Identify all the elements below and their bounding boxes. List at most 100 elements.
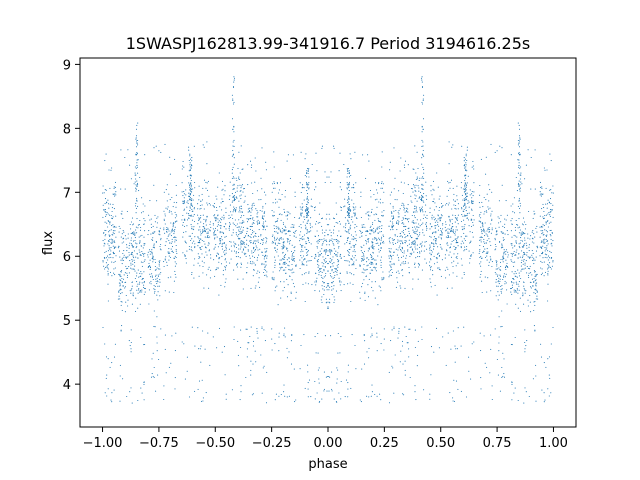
data-point (479, 332, 481, 334)
data-point (235, 252, 237, 254)
data-point (466, 217, 468, 219)
data-point (498, 316, 500, 318)
data-point (348, 181, 351, 183)
data-point (454, 248, 457, 250)
data-point (168, 248, 170, 250)
data-point (317, 222, 319, 224)
data-point (347, 251, 349, 253)
data-point (139, 291, 141, 293)
data-point (425, 226, 428, 228)
data-point (143, 293, 145, 295)
data-point (275, 231, 277, 233)
data-point (516, 224, 518, 226)
data-point (200, 214, 202, 217)
data-point (472, 236, 474, 238)
data-point (491, 229, 493, 231)
data-point (417, 262, 419, 264)
chart-title: 1SWASPJ162813.99-341916.7 Period 3194616… (126, 34, 531, 53)
data-point (333, 285, 335, 287)
data-point (345, 260, 347, 262)
data-point (329, 275, 332, 277)
data-point (216, 236, 218, 238)
data-point (463, 238, 465, 240)
data-point (221, 236, 223, 238)
data-point (377, 255, 379, 257)
data-point (351, 259, 353, 261)
data-point (107, 250, 109, 252)
data-point (144, 220, 146, 222)
data-point (107, 199, 109, 201)
data-point (238, 151, 240, 153)
data-point (498, 200, 500, 202)
data-point (112, 216, 114, 218)
data-point (485, 156, 487, 158)
data-point (186, 370, 188, 372)
data-point (482, 246, 485, 248)
data-point (233, 199, 236, 201)
data-point (127, 299, 129, 301)
data-point (348, 252, 350, 254)
data-point (403, 252, 405, 254)
data-point (135, 128, 138, 130)
data-point (339, 281, 341, 283)
data-point (306, 190, 308, 192)
data-point (429, 269, 432, 271)
data-point (250, 360, 252, 362)
data-point (324, 181, 326, 184)
data-point (350, 246, 352, 248)
data-point (523, 252, 526, 254)
data-point (413, 168, 415, 170)
data-point (550, 203, 552, 205)
data-point (465, 207, 467, 209)
data-point (546, 234, 548, 236)
data-point (159, 234, 161, 236)
data-point (490, 259, 492, 261)
data-point (129, 345, 131, 347)
data-point (420, 242, 422, 244)
data-point (377, 242, 379, 244)
data-point (290, 250, 293, 252)
data-point (380, 238, 382, 240)
data-point (446, 195, 448, 197)
data-point (112, 226, 114, 228)
data-point (255, 245, 257, 247)
data-point (515, 242, 518, 244)
data-point (300, 208, 302, 210)
data-point (346, 188, 348, 190)
data-point (424, 211, 426, 213)
data-point (114, 230, 116, 232)
data-point (405, 225, 407, 227)
data-point (326, 213, 328, 215)
data-point (292, 253, 294, 255)
data-point (331, 270, 333, 272)
data-point (376, 332, 378, 334)
data-point (519, 137, 521, 139)
data-point (170, 362, 172, 364)
data-point (356, 225, 358, 227)
data-point (138, 236, 140, 238)
data-point (188, 396, 191, 398)
data-point (305, 228, 307, 230)
data-point (240, 226, 242, 228)
data-point (464, 215, 466, 217)
data-point (507, 251, 509, 253)
data-point (224, 236, 226, 238)
data-point (331, 238, 333, 240)
data-point (318, 290, 321, 292)
data-point (413, 243, 415, 246)
data-point (199, 248, 202, 250)
data-point (142, 261, 144, 264)
data-point (311, 255, 313, 258)
data-point (415, 228, 417, 230)
data-point (353, 246, 355, 248)
data-point (200, 400, 203, 402)
data-point (331, 293, 333, 296)
data-point (463, 160, 465, 162)
data-point (527, 274, 530, 276)
data-point (397, 211, 399, 213)
data-point (435, 243, 437, 245)
data-point (501, 147, 503, 149)
data-point (109, 235, 111, 238)
data-point (401, 231, 403, 233)
data-point (381, 166, 383, 168)
